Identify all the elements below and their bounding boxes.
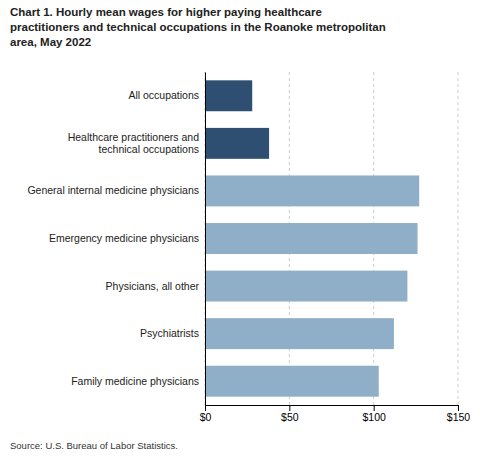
source: Source: U.S. Bureau of Labor Statistics. — [10, 440, 178, 451]
bar — [205, 318, 394, 349]
x-tick-label: $150 — [447, 411, 471, 423]
x-tick-mark — [205, 405, 206, 411]
x-tick: $150 — [447, 405, 471, 423]
x-tick-mark — [458, 405, 459, 411]
x-tick-label: $100 — [362, 411, 386, 423]
y-tick: All occupations — [128, 89, 199, 101]
x-tick-mark — [374, 405, 375, 411]
y-axis-line — [205, 73, 206, 406]
x-tick: $50 — [281, 405, 299, 423]
y-tick: General internal medicine physicians — [27, 184, 199, 196]
y-tick-label: Physicians, all other — [106, 280, 200, 292]
title: Chart 1. Hourly mean wages for higher pa… — [10, 6, 386, 48]
y-tick-label: Psychiatrists — [140, 327, 199, 339]
bars — [205, 80, 419, 396]
x-tick-label: $0 — [200, 411, 212, 423]
bar — [205, 271, 407, 302]
x-tick-mark — [289, 405, 290, 411]
y-tick-label: Healthcare practitioners andtechnical oc… — [68, 131, 199, 156]
y-tick: Healthcare practitioners andtechnical oc… — [68, 131, 199, 156]
y-tick: Physicians, all other — [106, 280, 200, 292]
y-tick-label: All occupations — [128, 89, 199, 101]
x-tick-label: $50 — [281, 411, 299, 423]
y-tick: Emergency medicine physicians — [49, 232, 199, 244]
bar — [205, 366, 379, 397]
y-tick-label: Emergency medicine physicians — [49, 232, 199, 244]
bar — [205, 175, 419, 206]
chart: Chart 1. Hourly mean wages for higher pa… — [0, 0, 480, 457]
plot: $0 $50 $100 $150 Family medicine physicians P… — [27, 72, 470, 423]
x-tick: $100 — [362, 405, 386, 423]
x-tick: $0 — [200, 405, 212, 423]
grid — [205, 72, 458, 405]
x-axis-line — [206, 406, 459, 412]
bar — [205, 80, 252, 111]
x-axis: $0 $50 $100 $150 — [200, 405, 471, 423]
y-tick-label: Family medicine physicians — [71, 375, 199, 387]
bar — [205, 128, 269, 159]
y-axis: Family medicine physicians Psychiatrists P… — [27, 73, 205, 406]
y-tick-label: General internal medicine physicians — [27, 184, 199, 196]
grid-line — [205, 72, 206, 405]
y-tick: Family medicine physicians — [71, 375, 199, 387]
y-tick: Psychiatrists — [140, 327, 199, 339]
grid-line — [458, 72, 459, 405]
bar — [205, 223, 418, 254]
